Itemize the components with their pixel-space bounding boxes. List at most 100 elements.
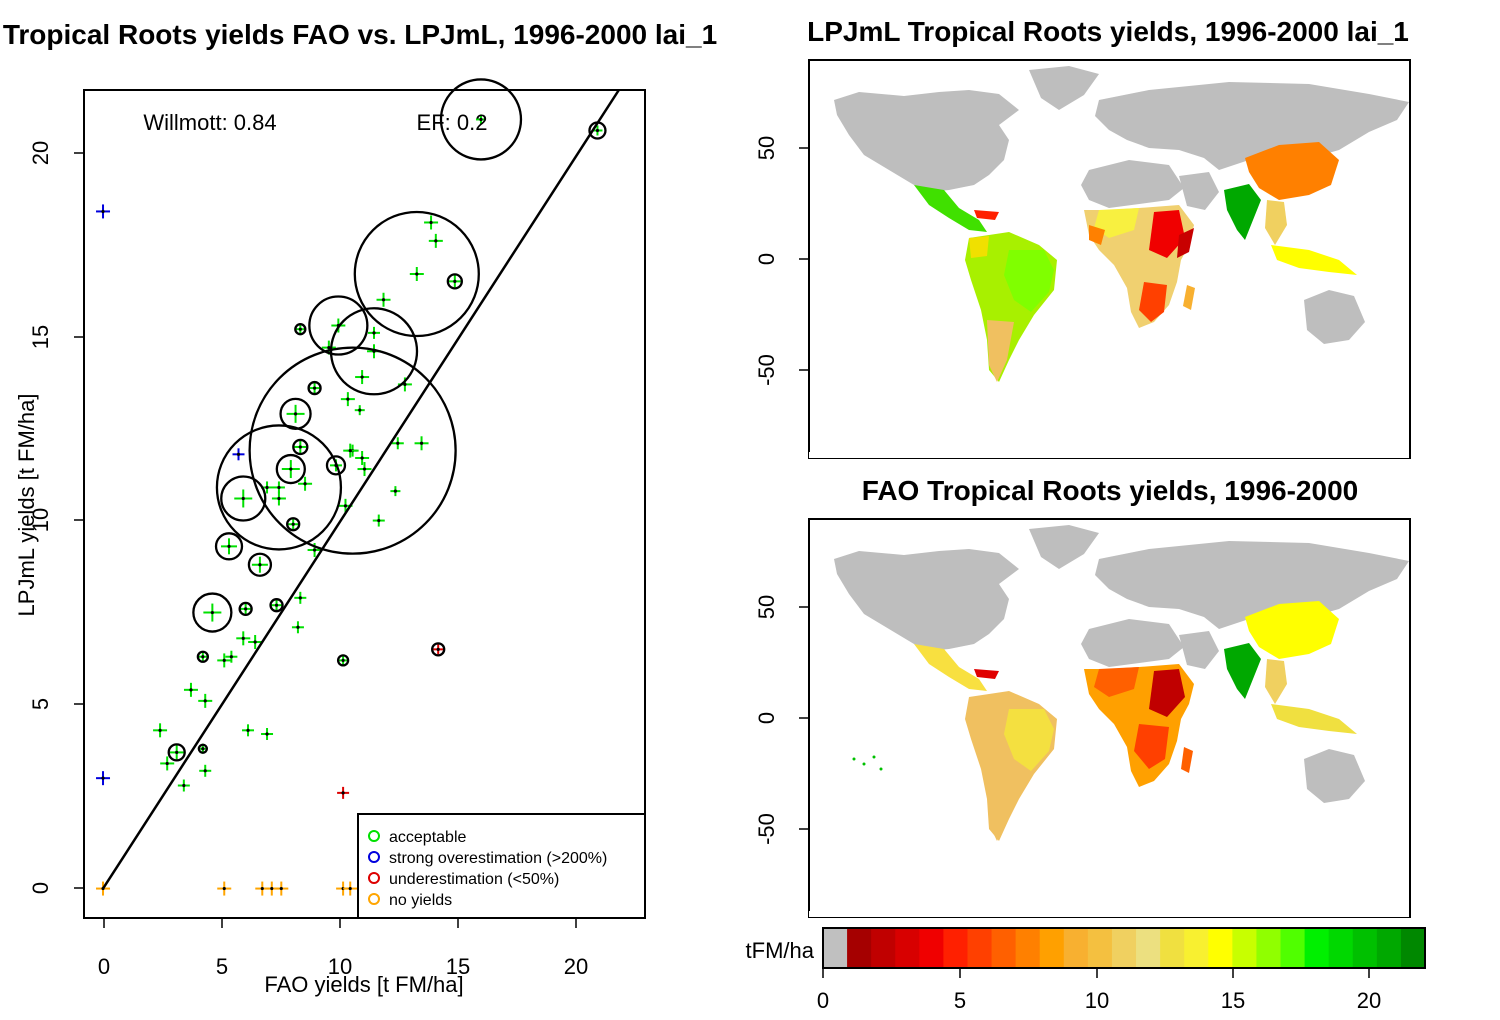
scatter-point-ok [391,437,404,450]
legend-swatch-underestimation [368,872,380,884]
colorbar-cell [871,928,896,968]
colorbar-cell [823,928,848,968]
scatter-title: Tropical Roots yields FAO vs. LPJmL, 199… [3,19,717,50]
scatter-point-ok [340,392,355,407]
legend-swatch-acceptable [368,830,380,842]
ef-label: EF: 0.2 [417,110,488,135]
map-bottom-y-tick: 0 [754,712,779,724]
scatter-point-ok [199,764,212,777]
scatter-deviation-circle [275,453,306,485]
colorbar-cell [1256,928,1282,968]
scatter-deviation-circle [308,295,369,356]
scatter-point-ok [309,383,320,394]
scatter-point-ok [376,292,391,307]
scatter-point-none [274,881,289,896]
colorbar-cell [1352,928,1378,968]
map-top-panel: LPJmL Tropical Roots yields, 1996-2000 l… [754,16,1411,459]
colorbar-cell [1111,928,1137,968]
y-tick-label: 10 [28,508,53,532]
map-top-y-tick: 50 [754,136,779,160]
colorbar-cell [847,928,872,968]
colorbar-cell [919,928,944,968]
map-bottom-y-axis: 50 0 -50 [754,595,809,845]
scatter-deviation-circle [220,475,267,522]
scatter-point-ok [251,556,268,573]
scatter-point-ok [242,724,255,737]
colorbar-cell [967,928,993,968]
scatter-point-ok [239,602,252,615]
scatter-deviation-circle [279,397,312,430]
scatter-point-ok [271,491,286,506]
colorbar-cell [1280,928,1306,968]
y-tick-label: 20 [28,141,53,165]
x-tick-label: 10 [328,954,352,979]
scatter-deviation-circle [325,455,347,476]
scatter-deviation-circle [196,650,210,663]
colorbar-cell [1328,928,1354,968]
scatter-point-ok [475,114,486,125]
map-bottom-land [809,525,1409,917]
scatter-deviation-circle [192,592,233,633]
colorbar-cell [1136,928,1161,968]
colorbar-cell [1304,928,1330,968]
scatter-point-ok [355,451,370,465]
scatter-y-label: LPJmL yields [t FM/ha] [14,394,39,617]
scatter-point-ok [287,518,300,531]
colorbar-cell [1063,928,1089,968]
scatter-point-ok [270,599,283,612]
x-tick-label: 15 [446,954,470,979]
legend-label-overestimation: strong overestimation (>200%) [389,850,607,867]
colorbar-cell [1015,928,1041,968]
scatter-deviation-circle [307,380,322,396]
scatter-point-ok [281,460,300,479]
x-tick-label: 20 [564,954,588,979]
colorbar-cell [1039,928,1065,968]
scatter-point-ok [414,436,429,451]
scatter-deviation-circle [269,598,284,613]
legend-swatch-no-yields [368,893,380,905]
legend-label-acceptable: acceptable [389,829,466,846]
scatter-point-ok [424,215,439,230]
scatter-point-under [337,786,350,799]
colorbar-cell [943,928,968,968]
scatter-point-ok [343,443,358,458]
scatter-point-ok [248,635,263,649]
scatter-deviation-circle [214,532,244,561]
scatter-deviation-circle [353,210,480,338]
scatter-point-ok [355,370,370,385]
scatter-point-ok [153,723,168,738]
scatter-deviation-circle [197,743,209,754]
one-to-one-line [101,89,620,890]
scatter-point-none [343,881,358,896]
legend-box [357,813,646,919]
scatter-point-ok [286,404,305,423]
scatter-deviation-circle [292,438,309,456]
colorbar-tick-label: 0 [817,988,829,1013]
scatter-deviation-circle [238,601,253,617]
colorbar-cell [1087,928,1113,968]
x-tick-label: 0 [98,954,110,979]
scatter-deviation-circle [336,654,350,667]
scatter-point-ok [368,326,381,339]
scatter-point-ok [169,745,184,760]
scatter-x-label: FAO yields [t FM/ha] [264,972,463,997]
scatter-point-ok [295,324,306,335]
scatter-point-ok [236,631,251,646]
scatter-deviation-circle [294,323,307,336]
map-top-y-axis: 50 0 -50 [754,136,809,386]
colorbar-cell [1400,928,1426,968]
colorbar-tick-label: 20 [1357,988,1381,1013]
y-tick-label: 0 [28,882,53,894]
colorbar-cell [1160,928,1185,968]
scatter-point-ok [225,650,238,663]
y-tick-label: 5 [28,698,53,710]
y-tick-label: 15 [28,325,53,349]
map-bottom-y-tick: -50 [754,813,779,845]
scatter-deviation-circle [167,743,186,762]
colorbar: tFM/ha 0 5 10 15 20 [746,927,1426,1013]
scatter-point-over [96,204,111,219]
colorbar-cell [1208,928,1233,968]
scatter-panel: Tropical Roots yields FAO vs. LPJmL, 199… [3,19,717,997]
scatter-point-ok [221,538,238,555]
scatter-point-ok [372,514,385,527]
